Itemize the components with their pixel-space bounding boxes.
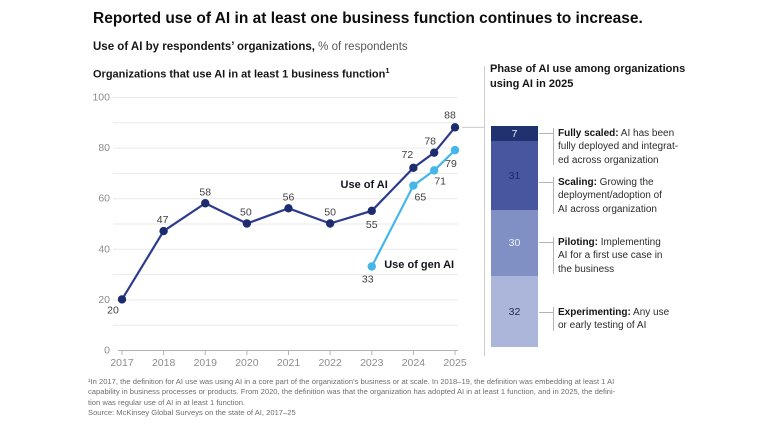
- phase-term: Piloting:: [558, 237, 598, 248]
- x-tick-label: 2025: [443, 357, 467, 369]
- data-label-use-of-ai: 78: [424, 136, 436, 148]
- page-title: Reported use of AI in at least one busin…: [93, 10, 643, 27]
- series-line-use-of-gen-ai: [370, 149, 456, 268]
- data-label-use-of-ai: 58: [199, 186, 211, 198]
- bar-segment-piloting-: 30: [491, 209, 538, 277]
- y-tick-label: 100: [92, 92, 110, 104]
- data-point-use-of-ai: [367, 206, 376, 216]
- data-label-use-of-ai: 55: [366, 219, 378, 231]
- phase-label-scaling-: Scaling: Growing the deployment/adoption …: [558, 177, 662, 215]
- data-point-use-of-gen-ai: [409, 181, 418, 190]
- data-point-use-of-ai: [429, 148, 439, 157]
- data-point-use-of-ai: [409, 163, 418, 173]
- phase-label-experimenting-: Experimenting: Any use or early testing o…: [558, 307, 670, 332]
- data-label-use-of-ai: 88: [444, 109, 456, 121]
- phase-label-piloting-: Piloting: Implementing AI for a first use…: [558, 237, 663, 275]
- x-tick-label: 2019: [194, 357, 218, 369]
- phase-term: Fully scaled:: [558, 128, 619, 139]
- data-label-use-of-ai: 20: [107, 304, 119, 316]
- bar-segment-experimenting-: 32: [491, 276, 538, 347]
- connector-line: [539, 242, 553, 243]
- bar-segment-fully-scaled-: 7: [491, 126, 538, 142]
- data-label-use-of-gen-ai: 65: [415, 192, 427, 204]
- phase-term: Experimenting:: [558, 307, 631, 318]
- footnote-line1: ¹In 2017, the definition for AI use was …: [88, 377, 615, 386]
- data-point-use-of-ai: [284, 204, 293, 213]
- bar-segment-scaling-: 31: [491, 141, 538, 210]
- x-tick-label: 2023: [360, 357, 384, 369]
- data-label-use-of-gen-ai: 79: [445, 158, 457, 170]
- y-tick-label: 0: [104, 345, 110, 357]
- connector-line: [553, 128, 554, 166]
- data-point-use-of-gen-ai: [367, 262, 376, 271]
- panel-divider: [484, 66, 485, 356]
- footnote-marker: 1: [385, 66, 390, 75]
- series-annotation-use-of-ai: Use of AI: [341, 179, 388, 191]
- subtitle-units: % of respondents: [314, 41, 408, 53]
- connector-line: [539, 182, 553, 183]
- line-chart: 2017 2018 2019 2020 2021 2022 2023 2024 2025 0 20 4…: [92, 92, 484, 369]
- bar-segment-value: 32: [508, 305, 521, 318]
- right-panel-title: Phase of AI use among organizations usin…: [490, 62, 685, 91]
- data-point-use-of-gen-ai: [429, 166, 439, 175]
- x-tick-label: 2021: [277, 357, 301, 369]
- series-line-use-of-ai: [121, 126, 456, 300]
- right-panel-title-line1: Phase of AI use among organizations: [490, 63, 686, 75]
- x-tick-label: 2018: [152, 357, 176, 369]
- subtitle-bold: Use of AI by respondents’ organizations,: [93, 41, 315, 53]
- data-label-use-of-gen-ai: 71: [434, 175, 446, 187]
- data-point-use-of-ai: [450, 123, 460, 132]
- y-tick-label: 40: [98, 243, 110, 255]
- data-label-use-of-ai: 47: [157, 214, 169, 226]
- data-label-use-of-gen-ai: 33: [362, 274, 374, 286]
- connector-line: [553, 177, 554, 215]
- y-tick-label: 60: [98, 193, 110, 205]
- series-annotation-use-of-gen-ai: Use of gen AI: [384, 259, 454, 271]
- data-point-use-of-ai: [159, 226, 168, 236]
- data-label-use-of-ai: 50: [324, 207, 336, 219]
- line-chart-title: Organizations that use AI in at least 1 …: [93, 66, 390, 81]
- bar-segment-value: 30: [508, 237, 521, 250]
- footnote-line3: tion was regular use of AI in at least 1…: [88, 397, 246, 407]
- y-tick-label: 80: [98, 142, 110, 154]
- source-line: Source: McKinsey Global Surveys on the s…: [88, 407, 296, 417]
- data-label-use-of-ai: 56: [283, 191, 295, 203]
- y-tick-label: 20: [98, 294, 110, 306]
- subtitle: Use of AI by respondents’ organizations,…: [93, 41, 408, 53]
- connector-line: [539, 312, 553, 313]
- bar-segment-value: 31: [508, 169, 521, 182]
- x-tick-label: 2024: [402, 357, 426, 369]
- data-point-use-of-ai: [117, 295, 127, 304]
- footnote-line2: capability in business processes or prod…: [88, 387, 616, 397]
- connector-line: [553, 307, 554, 331]
- data-point-use-of-ai: [325, 219, 335, 228]
- x-tick-label: 2020: [235, 357, 259, 369]
- phase-stacked-bar: 7 31 30 32: [491, 126, 538, 347]
- x-tick-label: 2017: [110, 357, 134, 369]
- data-point-use-of-gen-ai: [450, 145, 460, 155]
- line-chart-title-text: Organizations that use AI in at least 1 …: [93, 68, 386, 81]
- right-panel-title-line2: using AI in 2025: [490, 77, 574, 90]
- data-label-use-of-ai: 50: [240, 207, 252, 219]
- data-point-use-of-ai: [242, 219, 252, 228]
- phase-term: Scaling:: [558, 177, 597, 188]
- phase-label-fully-scaled-: Fully scaled: AI has been fully deployed …: [558, 128, 679, 166]
- bar-segment-value: 7: [511, 127, 518, 140]
- x-tick-label: 2022: [318, 357, 342, 369]
- connector-line: [539, 133, 553, 134]
- connector-line: [553, 237, 554, 275]
- data-label-use-of-ai: 72: [402, 149, 414, 161]
- footnote: ¹In 2017, the definition for AI use was …: [88, 377, 615, 418]
- data-point-use-of-ai: [201, 199, 210, 208]
